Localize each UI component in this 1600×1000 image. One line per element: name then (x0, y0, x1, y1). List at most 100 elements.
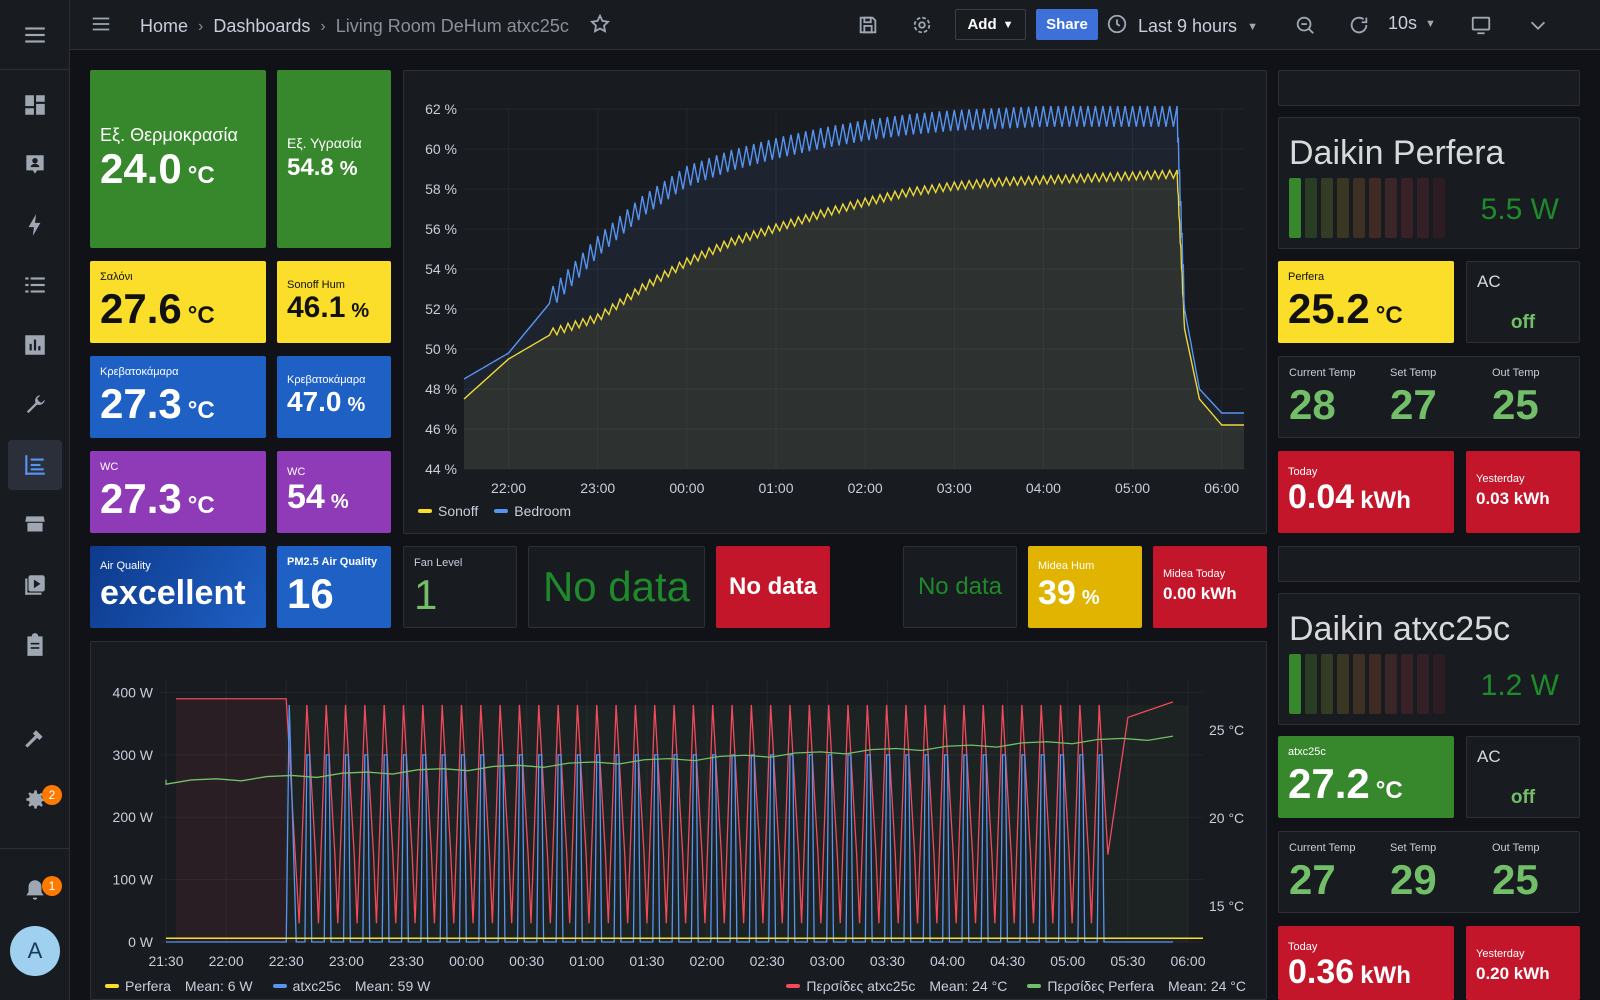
legend-atxc25c-mean: Mean: 59 W (354, 978, 431, 994)
perfera-temps-panel: Current Temp 28 Set Temp 27 Out Temp 25 (1278, 356, 1580, 438)
refresh-interval-label: 10s (1388, 13, 1418, 33)
atxc-set-temp-label: Set Temp (1390, 842, 1437, 854)
midea-hum-stat: Midea Hum 39% (1028, 546, 1142, 628)
menu-icon[interactable] (8, 10, 62, 60)
y-tick-label: 400 W (113, 684, 154, 700)
y-tick-label: 200 W (113, 809, 154, 825)
series-area-sonoff (464, 170, 1244, 469)
legend-persides-atxc25c[interactable]: Περσίδες atxc25c (806, 978, 916, 994)
chevron-right-icon: › (198, 17, 204, 35)
atxc-title: Daikin atxc25c (1289, 610, 1511, 648)
series-area-bedroom (464, 106, 1244, 469)
x-tick-label: 04:30 (990, 953, 1025, 969)
hammer-icon[interactable] (8, 715, 62, 765)
pm25-value: 16 (287, 570, 334, 617)
avatar[interactable]: A (10, 926, 60, 976)
x-tick-label: 23:00 (580, 480, 615, 496)
dashboard-icon[interactable] (8, 80, 62, 130)
refresh-interval-picker[interactable]: 10s ▼ (1388, 13, 1436, 34)
wrench-icon[interactable] (8, 380, 62, 430)
settings-icon[interactable] (8, 775, 62, 825)
collapse-chevron-icon[interactable] (1527, 14, 1549, 41)
perfera-ac-stat: AC off (1466, 261, 1580, 343)
legend-swatch-sonoff (418, 509, 432, 513)
x-tick-label: 01:00 (758, 480, 793, 496)
bedroom-hum-value: 47.0% (287, 386, 366, 417)
series-line-persides-atxc25c (176, 698, 1174, 924)
star-icon[interactable] (589, 13, 611, 40)
breadcrumb-dashboards[interactable]: Dashboards (213, 16, 311, 36)
lightning-icon[interactable] (8, 200, 62, 250)
legend-sonoff[interactable]: Sonoff (438, 503, 479, 519)
atxc-temp-stat: atxc25c 27.2 °C (1278, 736, 1454, 818)
legend-swatch-bedroom (494, 509, 509, 513)
x-tick-label: 06:00 (1170, 953, 1205, 969)
midea-today-stat: Midea Today 0.00 kWh (1153, 546, 1267, 628)
legend-swatch-persides-atxc25c (786, 984, 801, 988)
series-line-bedroom (463, 105, 1244, 414)
x-tick-label: 02:30 (750, 953, 785, 969)
atxc-power-value: 1.2 W (1480, 669, 1559, 702)
breadcrumb-home[interactable]: Home (140, 16, 189, 36)
perfera-temp-value: 25.2 °C (1288, 285, 1403, 332)
legend-bedroom[interactable]: Bedroom (514, 503, 572, 519)
ext-hum-value: 54.8% (287, 154, 358, 181)
x-tick-label: 22:00 (209, 953, 244, 969)
humidity-chart-panel: 62 % 60 % 58 % 56 % 54 % 52 % 50 % 48 % 46 % 44 %… (403, 70, 1267, 534)
save-icon[interactable] (857, 14, 879, 41)
chevron-down-icon: ▼ (1247, 20, 1258, 33)
share-button[interactable]: Share (1036, 9, 1098, 40)
x-tick-label: 21:30 (148, 953, 183, 969)
power-chart[interactable]: 400 W 300 W 200 W 100 W 0 W 25 °C 20 °C 15 °C 21… (91, 642, 1267, 1000)
breadcrumb: Home › Dashboards › Living Room DeHum at… (140, 13, 611, 40)
bedroom-temp-value: 27.3 °C (100, 380, 215, 427)
x-tick-label: 03:00 (810, 953, 845, 969)
gauge-bar (1305, 654, 1317, 714)
media-icon[interactable] (8, 560, 62, 610)
add-button[interactable]: Add ▼ (955, 9, 1026, 40)
series-area-persides-atxc25c (176, 698, 287, 942)
atxc-temp-label: atxc25c (1288, 746, 1326, 758)
menu-toggle-icon[interactable] (90, 13, 112, 40)
x-tick-label: 04:00 (930, 953, 965, 969)
atxc-ac-value: off (1510, 787, 1536, 808)
ext-hum-label: Εξ. Υγρασία (287, 135, 362, 151)
user-card-icon[interactable] (8, 140, 62, 190)
legend-perfera[interactable]: Perfera (125, 978, 171, 994)
settings-badge: 2 (42, 785, 62, 805)
time-picker[interactable]: Last 9 hours ▼ (1106, 13, 1258, 40)
history-icon[interactable] (8, 440, 62, 490)
atxc-out-temp-value: 25 (1492, 856, 1539, 903)
perfera-set-temp-value: 27 (1390, 381, 1437, 428)
gauge-bar (1417, 654, 1429, 714)
x-tick-label: 00:00 (669, 480, 704, 496)
humidity-chart[interactable]: 62 % 60 % 58 % 56 % 54 % 52 % 50 % 48 % 46 % 44 %… (404, 71, 1267, 534)
legend-persides-perfera[interactable]: Περσίδες Perfera (1047, 978, 1155, 994)
perfera-title: Daikin Perfera (1289, 134, 1505, 172)
notifications-badge: 1 (42, 876, 62, 896)
series-line-sonoff (463, 168, 1244, 426)
add-label: Add (967, 16, 997, 33)
refresh-icon[interactable] (1348, 14, 1370, 41)
list-icon[interactable] (8, 260, 62, 310)
gauge-bar (1337, 654, 1349, 714)
perfera-today-label: Today (1288, 466, 1318, 478)
atxc-power-panel: Daikin atxc25c 1.2 W (1278, 593, 1580, 725)
bar-chart-icon[interactable] (8, 320, 62, 370)
bell-icon[interactable] (8, 865, 62, 915)
no-data-stat-2: No data (716, 546, 830, 628)
hacs-icon[interactable] (8, 500, 62, 550)
perfera-set-temp-label: Set Temp (1390, 367, 1437, 379)
zoom-out-icon[interactable] (1294, 14, 1316, 41)
legend-atxc25c[interactable]: atxc25c (292, 978, 341, 994)
x-tick-label: 01:30 (629, 953, 664, 969)
perfera-today-value: 0.04 kWh (1288, 478, 1411, 516)
gauge-bar (1305, 178, 1317, 238)
settings-icon[interactable] (911, 14, 933, 41)
tv-mode-icon[interactable] (1470, 14, 1492, 41)
wc-temp-label: WC (100, 461, 119, 473)
clipboard-icon[interactable] (8, 620, 62, 670)
x-tick-label: 05:00 (1115, 480, 1150, 496)
perfera-temp-stat: Perfera 25.2 °C (1278, 261, 1454, 343)
y-tick-label: 50 % (425, 341, 457, 357)
